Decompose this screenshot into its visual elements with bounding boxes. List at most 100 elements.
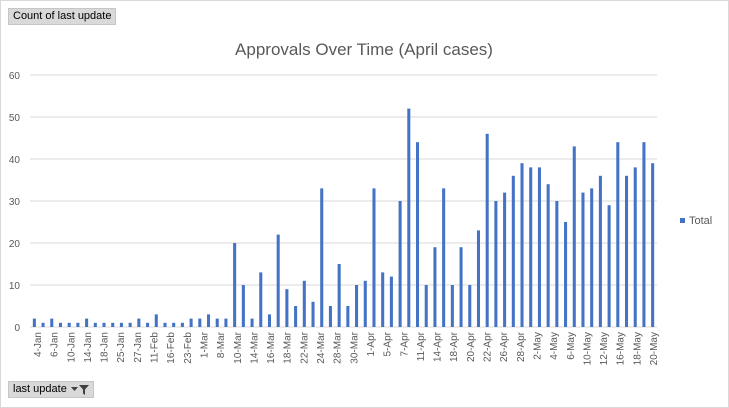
y-tick-label: 50	[9, 113, 21, 124]
x-tick-label: 24-Mar	[316, 331, 327, 363]
bar	[616, 142, 620, 327]
bar	[285, 289, 289, 327]
bar	[119, 322, 123, 327]
bar	[459, 247, 463, 327]
bar	[546, 184, 550, 327]
x-tick-label: 22-Apr	[483, 331, 494, 362]
bar	[320, 188, 324, 327]
bar	[58, 322, 63, 327]
bar	[372, 188, 376, 327]
bar	[41, 322, 45, 327]
x-tick-label: 16-Mar	[266, 331, 277, 363]
bar	[154, 314, 158, 327]
bar	[468, 285, 472, 327]
bar	[607, 205, 611, 327]
x-tick-label: 1-Apr	[366, 331, 377, 356]
bar	[189, 318, 193, 327]
bar	[564, 222, 568, 327]
bar	[111, 322, 115, 327]
y-tick-label: 20	[9, 239, 21, 250]
x-tick-label: 27-Jan	[133, 332, 144, 363]
x-tick-label: 20-Apr	[466, 331, 477, 362]
bar	[572, 146, 576, 327]
x-tick-label: 2-May	[532, 332, 543, 360]
bar	[476, 230, 481, 327]
axis-field-label: last update	[13, 383, 67, 395]
x-tick-label: 10-Mar	[233, 331, 244, 363]
bar	[381, 272, 385, 327]
bar	[337, 264, 341, 327]
bar	[85, 318, 89, 327]
x-tick-label: 6-Jan	[50, 332, 61, 357]
dropdown-arrow-icon	[70, 387, 78, 391]
x-tick-label: 18-Mar	[283, 331, 294, 363]
bar	[180, 322, 184, 327]
axis-field-button[interactable]: last update	[8, 381, 94, 398]
bar	[241, 285, 245, 327]
x-tick-label: 11-Apr	[416, 331, 427, 361]
x-tick-label: 28-Mar	[333, 331, 344, 363]
bar	[424, 285, 428, 327]
y-tick-label: 60	[9, 71, 21, 82]
x-tick-label: 16-May	[616, 332, 627, 365]
x-tick-label: 18-Jan	[100, 332, 111, 363]
bar	[259, 272, 263, 327]
bar	[302, 280, 306, 327]
bar	[511, 175, 515, 327]
x-tick-label: 6-May	[566, 332, 577, 360]
bar	[450, 285, 454, 327]
x-tick-label: 1-Mar	[199, 331, 210, 358]
bar	[503, 192, 507, 327]
bar	[415, 142, 420, 327]
filter-dropdown-control[interactable]	[70, 384, 89, 395]
x-tick-label: 10-May	[582, 332, 593, 365]
bar	[642, 142, 646, 327]
x-tick-label: 16-Feb	[166, 332, 177, 364]
bar	[137, 318, 141, 327]
bar	[633, 167, 637, 327]
bar	[407, 108, 411, 327]
x-tick-label: 22-Mar	[299, 331, 310, 363]
bar	[294, 306, 298, 327]
bar	[76, 322, 80, 327]
bar	[398, 201, 402, 327]
x-tick-label: 20-May	[649, 332, 660, 365]
bar	[520, 163, 524, 327]
y-tick-label: 30	[9, 197, 21, 208]
x-tick-label: 23-Feb	[183, 332, 194, 364]
bar	[485, 133, 489, 327]
x-tick-label: 14-Apr	[433, 331, 444, 362]
bar	[590, 188, 594, 327]
bar	[433, 247, 437, 327]
x-tick-label: 26-Apr	[499, 331, 510, 362]
bar	[581, 192, 585, 327]
x-tick-label: 7-Apr	[399, 331, 410, 356]
x-tick-label: 18-Apr	[449, 331, 460, 362]
y-tick-label: 0	[14, 323, 20, 334]
bar	[267, 314, 272, 327]
chart-title: Approvals Over Time (April cases)	[235, 40, 493, 59]
y-tick-label: 40	[9, 155, 21, 166]
bar	[346, 306, 350, 327]
y-tick-label: 10	[9, 281, 21, 292]
bar	[215, 318, 219, 327]
value-field-button[interactable]: Count of last update	[8, 8, 117, 25]
x-tick-label: 4-May	[549, 332, 560, 360]
x-tick-label: 25-Jan	[116, 332, 127, 363]
bar	[93, 322, 97, 327]
x-tick-label: 11-Feb	[150, 332, 161, 363]
bar	[311, 301, 315, 327]
bar	[250, 318, 254, 327]
bar	[102, 322, 106, 327]
bar	[529, 167, 533, 327]
bar	[389, 276, 393, 327]
x-tick-label: 30-Mar	[349, 331, 360, 363]
bar	[328, 306, 332, 327]
bar	[624, 175, 629, 327]
bar	[146, 322, 150, 327]
bar	[651, 163, 655, 327]
x-tick-label: 10-Jan	[66, 332, 77, 363]
x-tick-label: 8-Mar	[216, 331, 227, 358]
